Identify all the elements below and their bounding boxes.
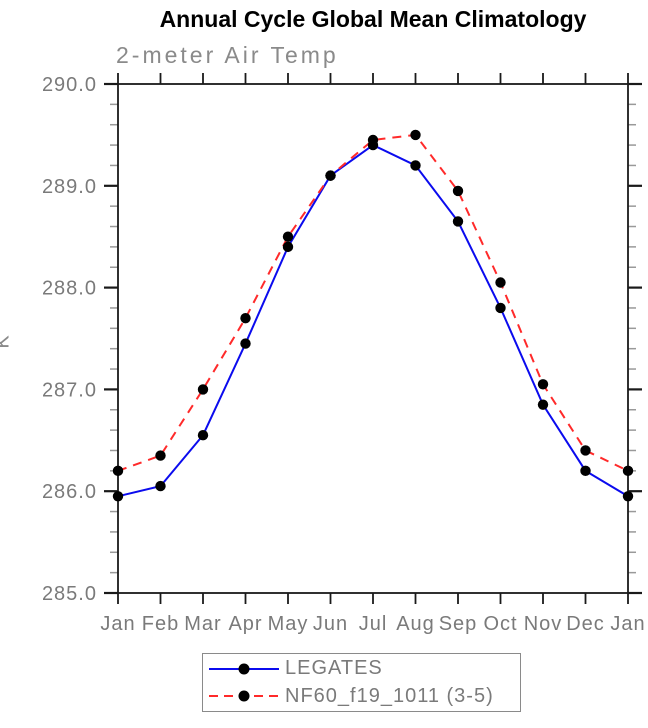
legend-box: LEGATES NF60_f19_1011 (3-5) (202, 653, 521, 712)
data-point-marker (112, 491, 124, 502)
data-point-marker (282, 241, 294, 253)
x-tick-label: Oct (483, 613, 517, 635)
x-tick-label: Dec (566, 613, 605, 635)
data-point-marker (622, 491, 634, 502)
x-tick-label: Apr (228, 613, 262, 635)
series-line (117, 133, 629, 472)
data-point-marker (367, 134, 379, 146)
x-tick-label: Jun (313, 613, 348, 635)
data-point-marker (155, 450, 166, 461)
data-point-marker (325, 170, 336, 181)
data-point-marker (240, 312, 251, 324)
y-tick-label: 289.0 (42, 176, 97, 198)
x-tick-label: Jul (359, 613, 388, 635)
data-point-marker (197, 430, 209, 441)
data-point-marker (410, 129, 421, 141)
data-point-marker (537, 379, 549, 390)
data-point-marker (410, 160, 421, 171)
legend-label-nf60: NF60_f19_1011 (3-5) (285, 684, 494, 707)
x-tick-label: May (268, 613, 309, 635)
x-tick-label: Feb (142, 613, 179, 635)
x-tick-label: Aug (396, 613, 435, 635)
legend-label-legates: LEGATES (285, 657, 383, 680)
x-tick-label: Jan (100, 613, 135, 635)
data-point-marker (452, 216, 464, 227)
data-point-marker (240, 338, 251, 349)
data-point-marker (580, 465, 591, 477)
data-point-marker (622, 465, 634, 477)
legates-line-sample (209, 663, 279, 675)
y-tick-label: 286.0 (42, 481, 97, 503)
data-point-marker (197, 384, 209, 395)
data-point-marker (282, 231, 294, 242)
y-tick-label: 287.0 (42, 379, 97, 401)
data-point-marker (452, 185, 464, 197)
legend-row-legates: LEGATES (203, 656, 520, 682)
x-tick-label: Mar (184, 613, 221, 635)
y-tick-label: 288.0 (42, 278, 97, 300)
series-line (117, 143, 629, 498)
x-tick-label: Jan (610, 613, 645, 635)
data-point-marker (537, 399, 549, 410)
legend-row-nf60: NF60_f19_1011 (3-5) (203, 683, 520, 709)
chart-title: Annual Cycle Global Mean Climatology (159, 6, 587, 32)
data-point-marker (112, 465, 124, 477)
x-tick-label: Sep (439, 613, 478, 635)
x-tick-label: Nov (524, 613, 563, 635)
y-tick-label: 285.0 (42, 583, 97, 605)
chart-subtitle: 2-meter Air Temp (116, 42, 339, 68)
data-point-marker (580, 445, 591, 456)
data-point-marker (155, 480, 166, 492)
y-tick-label: 290.0 (42, 74, 97, 96)
data-point-marker (495, 277, 506, 288)
nf60-line-sample (209, 690, 279, 702)
data-point-marker (495, 302, 506, 314)
